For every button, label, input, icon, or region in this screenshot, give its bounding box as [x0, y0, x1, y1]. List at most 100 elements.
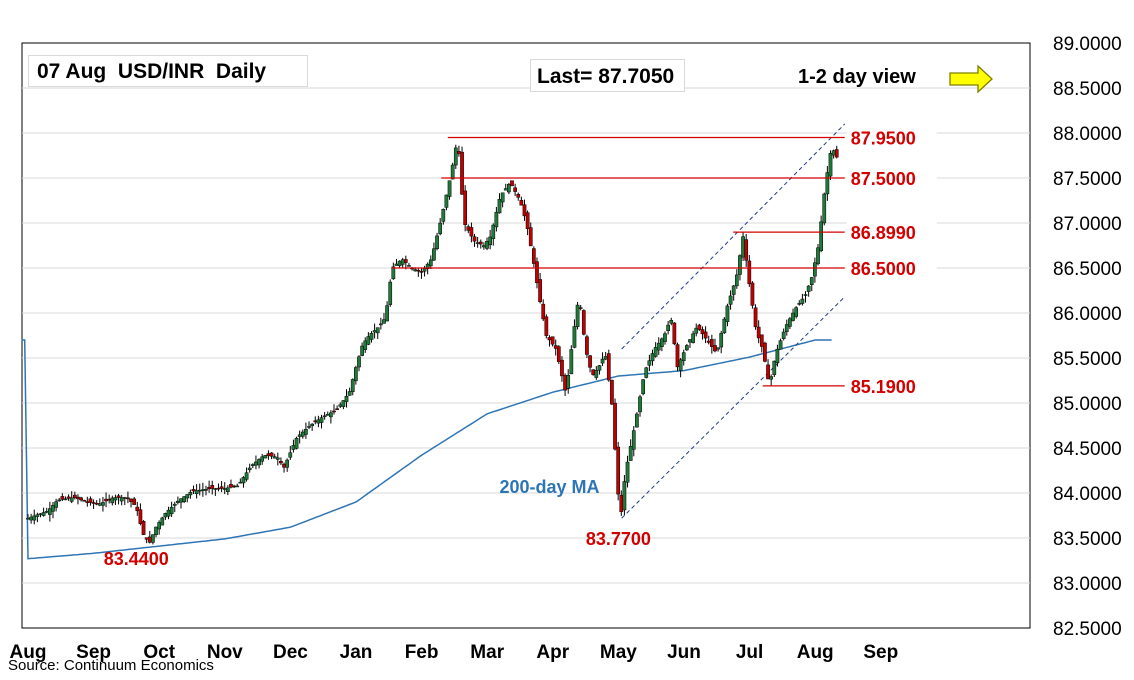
candle-body	[753, 307, 758, 328]
candle-body	[672, 322, 677, 345]
candle-body	[831, 150, 836, 156]
candle-body	[656, 342, 661, 351]
candle-body	[254, 461, 258, 466]
x-tick-label: Nov	[207, 642, 243, 663]
candle-body	[469, 227, 474, 237]
candle-body	[728, 295, 733, 305]
candles	[26, 144, 839, 545]
candle-body	[126, 497, 130, 500]
x-tick-label: Aug	[10, 642, 47, 663]
candle-body	[172, 503, 177, 506]
candle-body	[453, 147, 458, 166]
candle-body	[157, 522, 161, 530]
candle-body	[85, 501, 90, 503]
candle-body	[510, 180, 514, 187]
candle-body	[160, 517, 165, 526]
candle-body	[354, 367, 358, 382]
channel-line	[621, 296, 846, 519]
candle-body	[413, 269, 418, 272]
view-label: 1-2 day view	[798, 66, 916, 88]
candle-body	[806, 285, 811, 292]
x-tick-label: Mar	[470, 642, 504, 663]
candle-body	[475, 242, 480, 244]
candle-body	[129, 498, 133, 502]
candle-body	[744, 239, 749, 261]
x-tick-label: Sep	[76, 642, 111, 663]
candle-body	[304, 428, 308, 435]
candle-body	[185, 494, 190, 499]
candle-body	[29, 516, 33, 521]
level-label: 87.9500	[851, 129, 916, 149]
candle-body	[232, 485, 236, 488]
last-price: Last= 87.7050	[530, 59, 685, 92]
candle-body	[781, 331, 786, 339]
candle-body	[344, 395, 349, 402]
candle-body	[35, 514, 40, 517]
candle-body	[691, 333, 695, 343]
candle-body	[610, 379, 614, 405]
candle-body	[225, 487, 230, 492]
candle-body	[394, 263, 399, 266]
candle-body	[750, 282, 755, 306]
candle-body	[378, 323, 383, 326]
candle-body	[772, 360, 777, 375]
candle-body	[628, 446, 633, 461]
level-label: 87.5000	[851, 169, 916, 189]
candle-body	[335, 408, 339, 410]
candle-body	[369, 333, 374, 340]
candle-body	[522, 204, 527, 217]
candle-body	[138, 509, 143, 524]
candle-body	[272, 456, 277, 459]
candle-body	[391, 266, 396, 280]
candle-body	[581, 310, 586, 335]
candle-body	[419, 271, 424, 273]
candle-body	[759, 334, 764, 347]
chart-title: 07 Aug USD/INR Daily	[28, 55, 308, 87]
candle-body	[79, 497, 83, 501]
level-label-bg	[846, 374, 937, 397]
candle-body	[307, 426, 311, 428]
candle-body	[57, 499, 62, 502]
y-tick-label: 87.5000	[1053, 169, 1122, 190]
candle-body	[382, 319, 386, 324]
candle-body	[463, 190, 468, 225]
candle-body	[63, 498, 68, 501]
candle-body	[51, 504, 55, 512]
candle-body	[703, 331, 708, 339]
candle-body	[747, 260, 752, 285]
candle-body	[775, 348, 780, 363]
candle-body	[650, 353, 655, 362]
candle-body	[201, 489, 205, 491]
candle-body	[494, 211, 499, 228]
candle-body	[282, 463, 286, 468]
candle-body	[697, 324, 702, 330]
x-tick-label: Oct	[143, 642, 175, 663]
candle-body	[144, 537, 149, 540]
candle-body	[104, 498, 108, 502]
candle-body	[763, 342, 767, 362]
candle-body	[241, 477, 246, 484]
y-tick-label: 84.5000	[1053, 439, 1122, 460]
candle-body	[60, 496, 65, 500]
candle-body	[834, 149, 839, 158]
candle-body	[784, 324, 789, 332]
candle-body	[135, 506, 140, 512]
candle-body	[675, 344, 680, 368]
candle-body	[216, 487, 221, 490]
candle-body	[769, 376, 774, 380]
candle-body	[491, 224, 496, 240]
candle-body	[694, 327, 699, 334]
level-label: 85.1900	[851, 377, 916, 397]
x-tick-label: Aug	[797, 642, 834, 663]
candle-body	[616, 446, 621, 495]
y-tick-label: 87.0000	[1053, 214, 1122, 235]
candle-body	[444, 194, 449, 208]
x-tick-label: Feb	[405, 642, 439, 663]
candle-body	[803, 294, 808, 296]
candle-body	[482, 245, 486, 248]
level-label-bg	[846, 167, 937, 189]
candle-body	[179, 498, 183, 503]
candle-body	[182, 496, 186, 502]
candle-body	[250, 464, 255, 466]
candle-body	[709, 339, 714, 347]
